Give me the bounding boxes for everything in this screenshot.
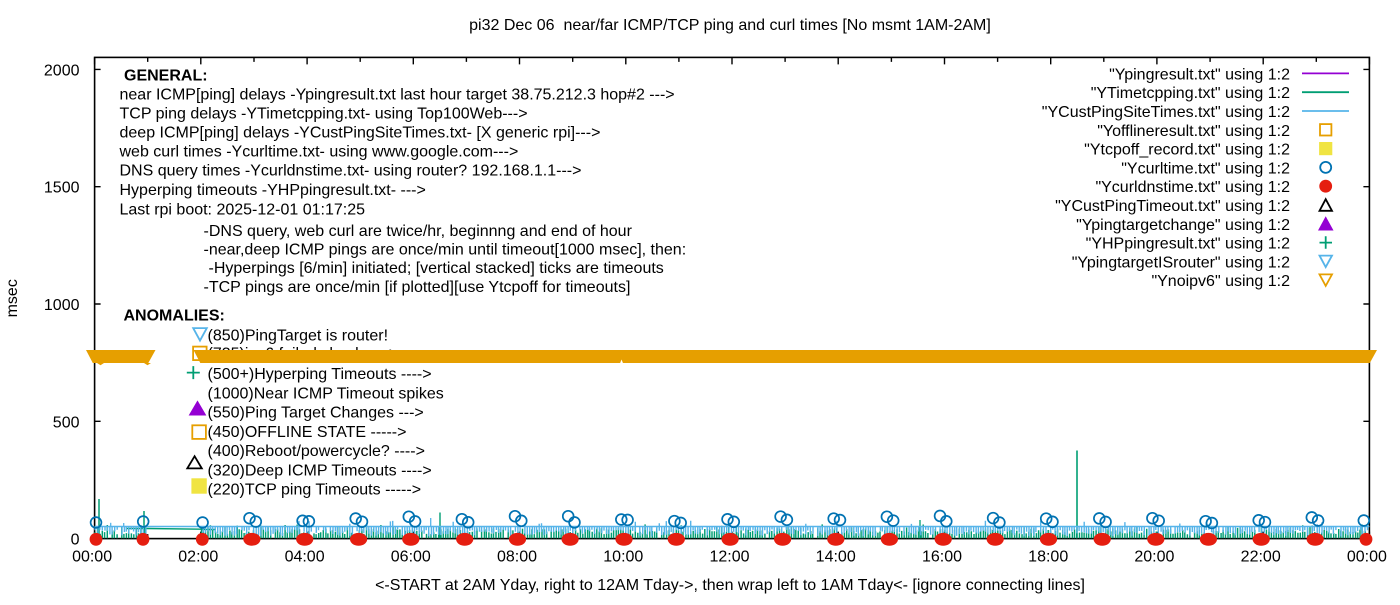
svg-text:-Hyperpings [6/min] initiated;: -Hyperpings [6/min] initiated; [vertical… bbox=[209, 260, 664, 277]
svg-text:20:00: 20:00 bbox=[1134, 549, 1174, 566]
svg-text:"YTimetcpping.txt" using 1:2: "YTimetcpping.txt" using 1:2 bbox=[1091, 85, 1290, 102]
svg-text:(550)Ping Target Changes --->: (550)Ping Target Changes ---> bbox=[208, 405, 424, 422]
svg-text:msec: msec bbox=[4, 279, 21, 317]
svg-text:-near,deep ICMP pings are once: -near,deep ICMP pings are once/min until… bbox=[204, 242, 687, 259]
svg-text:"YCustPingSiteTimes.txt" using: "YCustPingSiteTimes.txt" using 1:2 bbox=[1042, 104, 1290, 121]
svg-text:"Ynoipv6" using 1:2: "Ynoipv6" using 1:2 bbox=[1151, 273, 1290, 290]
svg-text:18:00: 18:00 bbox=[1028, 549, 1068, 566]
svg-text:00:00: 00:00 bbox=[1347, 549, 1387, 566]
svg-text:"YHPpingresult.txt" using 1:2: "YHPpingresult.txt" using 1:2 bbox=[1086, 236, 1290, 253]
svg-text:(220)TCP ping Timeouts ----->: (220)TCP ping Timeouts -----> bbox=[208, 482, 422, 499]
svg-text:DNS query times -Ycurldnstime.: DNS query times -Ycurldnstime.txt- using… bbox=[120, 163, 582, 180]
svg-text:1000: 1000 bbox=[44, 297, 80, 314]
svg-text:deep ICMP[ping] delays -YCustP: deep ICMP[ping] delays -YCustPingSiteTim… bbox=[120, 125, 601, 142]
svg-text:"Ycurltime.txt" using 1:2: "Ycurltime.txt" using 1:2 bbox=[1121, 160, 1290, 177]
svg-text:GENERAL:: GENERAL: bbox=[124, 67, 208, 84]
svg-text:near ICMP[ping] delays -Ypingr: near ICMP[ping] delays -Ypingresult.txt … bbox=[120, 86, 675, 103]
svg-text:pi32 Dec 06 near/far ICMP/TCP: pi32 Dec 06 near/far ICMP/TCP ping and c… bbox=[469, 17, 991, 34]
svg-text:08:00: 08:00 bbox=[497, 549, 537, 566]
svg-text:Last rpi boot: 2025-12-01 01:1: Last rpi boot: 2025-12-01 01:17:25 bbox=[120, 202, 366, 219]
svg-text:(850)PingTarget is router!: (850)PingTarget is router! bbox=[208, 327, 389, 344]
svg-text:0: 0 bbox=[71, 532, 80, 549]
svg-text:2000: 2000 bbox=[44, 62, 80, 79]
svg-text:02:00: 02:00 bbox=[178, 549, 218, 566]
svg-text:1500: 1500 bbox=[44, 180, 80, 197]
svg-text:04:00: 04:00 bbox=[285, 549, 325, 566]
svg-text:-TCP pings are once/min [if pl: -TCP pings are once/min [if plotted][use… bbox=[204, 279, 631, 296]
svg-text:14:00: 14:00 bbox=[816, 549, 856, 566]
svg-text:ANOMALIES:: ANOMALIES: bbox=[124, 308, 225, 325]
svg-text:<-START at 2AM Yday, right to: <-START at 2AM Yday, right to 12AM Tday-… bbox=[375, 577, 1085, 594]
svg-text:"Ypingresult.txt" using 1:2: "Ypingresult.txt" using 1:2 bbox=[1109, 66, 1290, 83]
svg-text:(320)Deep ICMP Timeouts ---->: (320)Deep ICMP Timeouts ----> bbox=[208, 463, 432, 480]
svg-text:web curl times -Ycurltime.txt-: web curl times -Ycurltime.txt- using www… bbox=[119, 144, 519, 161]
svg-text:Hyperping timeouts -YHPpingres: Hyperping timeouts -YHPpingresult.txt- -… bbox=[120, 182, 426, 199]
svg-text:16:00: 16:00 bbox=[922, 549, 962, 566]
svg-text:06:00: 06:00 bbox=[391, 549, 431, 566]
svg-text:00:00: 00:00 bbox=[72, 549, 112, 566]
svg-text:10:00: 10:00 bbox=[603, 549, 643, 566]
svg-text:(450)OFFLINE STATE ----->: (450)OFFLINE STATE -----> bbox=[208, 424, 407, 441]
svg-text:TCP ping delays -YTimetcpping.: TCP ping delays -YTimetcpping.txt- using… bbox=[120, 105, 528, 122]
svg-text:"Yofflineresult.txt" using 1:2: "Yofflineresult.txt" using 1:2 bbox=[1097, 123, 1290, 140]
svg-text:12:00: 12:00 bbox=[709, 549, 749, 566]
svg-text:"Ypingtargetchange" using 1:2: "Ypingtargetchange" using 1:2 bbox=[1076, 217, 1290, 234]
svg-text:"Ytcpoff_record.txt" using 1:2: "Ytcpoff_record.txt" using 1:2 bbox=[1084, 142, 1290, 159]
svg-text:"Ycurldnstime.txt" using 1:2: "Ycurldnstime.txt" using 1:2 bbox=[1095, 179, 1290, 196]
svg-text:(400)Reboot/powercycle? ---->: (400)Reboot/powercycle? ----> bbox=[208, 443, 425, 460]
svg-text:(1000)Near ICMP Timeout spikes: (1000)Near ICMP Timeout spikes bbox=[208, 386, 444, 403]
svg-text:(500+)Hyperping Timeouts ---->: (500+)Hyperping Timeouts ----> bbox=[208, 366, 432, 383]
svg-text:"YpingtargetISrouter" using 1:: "YpingtargetISrouter" using 1:2 bbox=[1072, 254, 1290, 271]
svg-text:-DNS query, web curl are twice: -DNS query, web curl are twice/hr, begin… bbox=[204, 223, 633, 240]
svg-text:500: 500 bbox=[53, 414, 80, 431]
svg-text:22:00: 22:00 bbox=[1241, 549, 1281, 566]
svg-text:"YCustPingTimeout.txt" using 1: "YCustPingTimeout.txt" using 1:2 bbox=[1055, 198, 1290, 215]
